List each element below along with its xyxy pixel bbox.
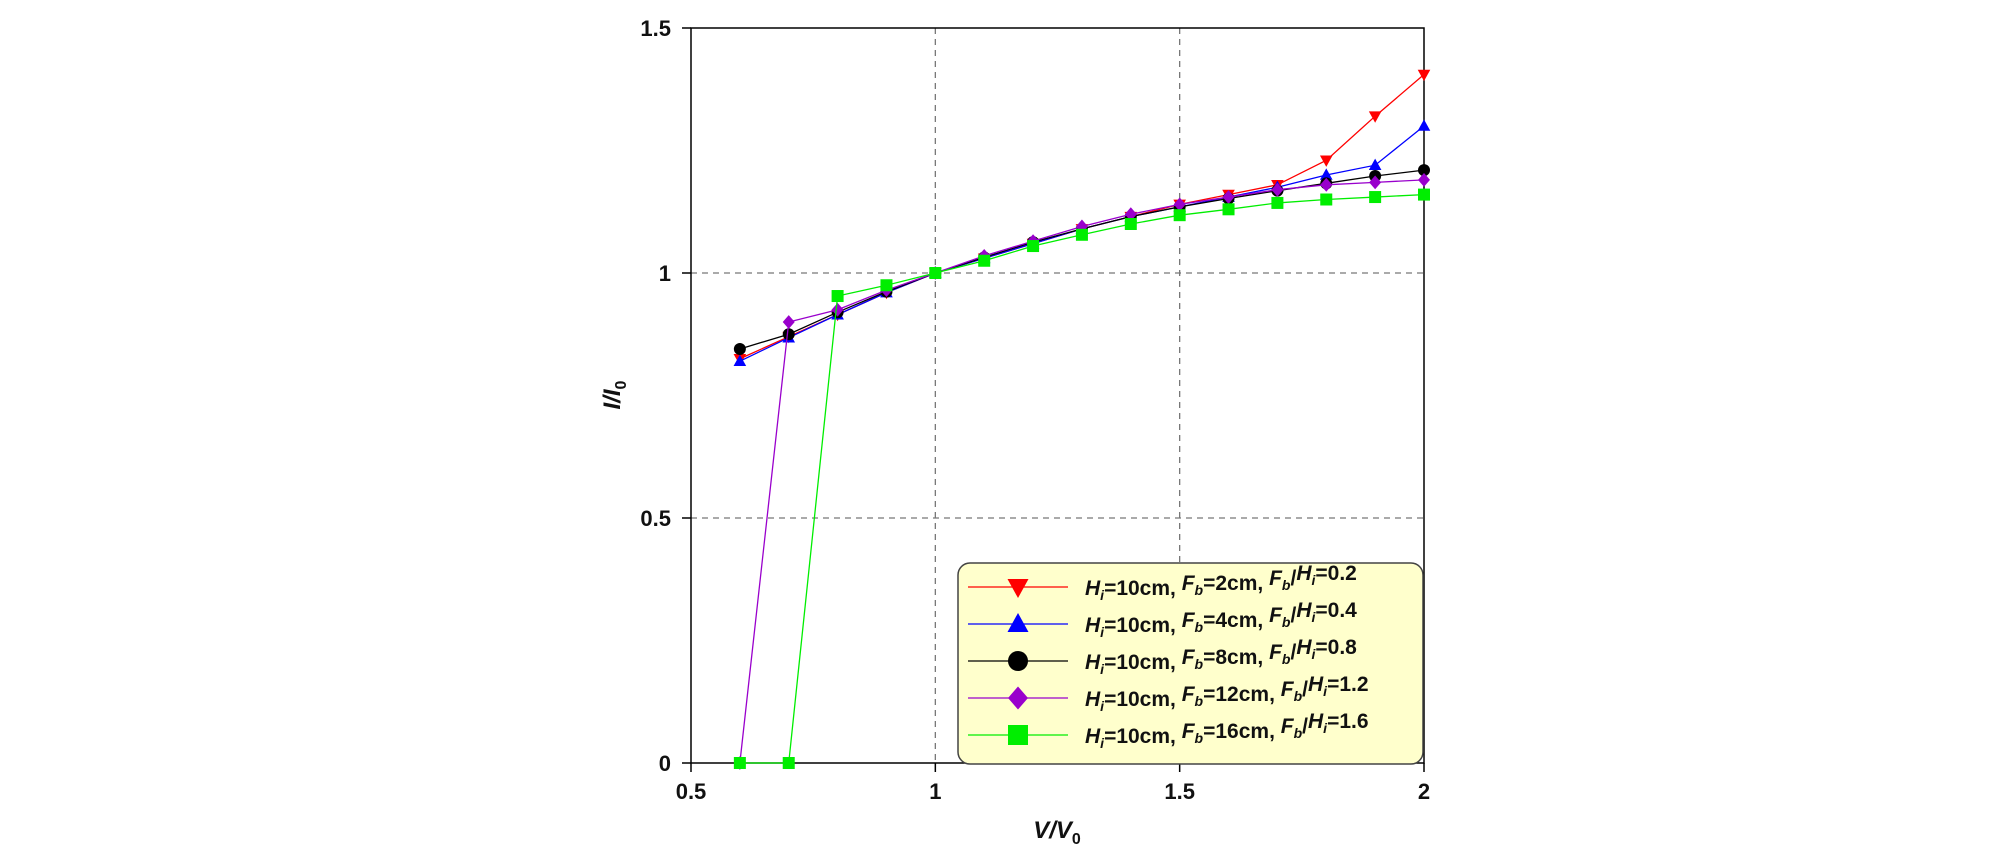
data-point: [1418, 173, 1430, 187]
legend-label: Hi=10cm, Fb=12cm, Fb/Hi=1.2: [1085, 673, 1369, 714]
data-point: [978, 254, 991, 267]
series-5: [733, 188, 1430, 769]
legend-marker: [1008, 686, 1028, 710]
legend-label: Hi=10cm, Fb=8cm, Fb/Hi=0.8: [1085, 636, 1357, 677]
data-point: [1319, 168, 1333, 180]
data-point: [1320, 193, 1333, 206]
legend-label: Hi=10cm, Fb=4cm, Fb/Hi=0.4: [1085, 599, 1357, 640]
y-tick-label: 0.5: [640, 506, 671, 531]
data-point: [1027, 240, 1040, 253]
legend-label: Hi=10cm, Fb=2cm, Fb/Hi=0.2: [1085, 562, 1357, 603]
x-tick-label: 0.5: [676, 779, 707, 804]
y-tick-label: 1: [659, 261, 671, 286]
data-point: [782, 757, 795, 769]
series-1: [733, 69, 1431, 366]
grid-lines: [691, 28, 1424, 763]
legend-marker: [1008, 651, 1028, 671]
data-point: [1418, 164, 1430, 177]
data-point: [1368, 111, 1382, 123]
data-point: [1271, 182, 1284, 197]
legend-entry: Hi=10cm, Fb=16cm, Fb/Hi=1.6: [968, 710, 1369, 751]
series-line: [739, 125, 1425, 362]
data-point: [1417, 69, 1431, 82]
legend-marker: [1007, 613, 1029, 632]
data-point: [1369, 175, 1382, 190]
y-tick-label: 1.5: [640, 16, 671, 41]
x-tick-label: 1.5: [1164, 779, 1195, 804]
legend-box: [957, 562, 1424, 765]
data-point: [1173, 197, 1186, 212]
legend-label: Hi=10cm, Fb=16cm, Fb/Hi=1.6: [1085, 710, 1369, 751]
data-point: [733, 757, 746, 769]
data-point: [782, 315, 795, 329]
data-point: [1320, 177, 1333, 192]
data-point: [1124, 207, 1137, 222]
legend: Hi=10cm, Fb=2cm, Fb/Hi=0.2Hi=10cm, Fb=4c…: [957, 562, 1424, 765]
series-line: [739, 74, 1425, 360]
data-point: [1222, 190, 1235, 204]
data-point: [1075, 219, 1088, 234]
data-point: [1222, 203, 1235, 216]
data-point: [1319, 155, 1333, 167]
x-tick-label: 2: [1418, 779, 1430, 804]
data-point: [831, 290, 844, 303]
data-point: [880, 279, 893, 292]
data-point: [1271, 196, 1284, 209]
y-axis-title: I/I0: [599, 380, 630, 409]
data-point: [1124, 218, 1137, 230]
data-point: [831, 302, 844, 317]
data-point: [1173, 209, 1186, 222]
legend-entries: Hi=10cm, Fb=2cm, Fb/Hi=0.2Hi=10cm, Fb=4c…: [968, 562, 1369, 751]
legend-entry: Hi=10cm, Fb=2cm, Fb/Hi=0.2: [968, 562, 1357, 603]
data-point: [733, 342, 746, 355]
axis-ticks: 0.5 1 1.5 200.511.5: [640, 16, 1430, 804]
x-axis-title: V/V0: [1033, 817, 1081, 848]
data-point: [782, 328, 795, 341]
data-point: [733, 354, 747, 366]
data-series: [733, 69, 1431, 770]
legend-marker: [1008, 725, 1028, 745]
y-tick-label: 0: [659, 751, 671, 776]
legend-entry: Hi=10cm, Fb=12cm, Fb/Hi=1.2: [968, 673, 1369, 714]
legend-entry: Hi=10cm, Fb=8cm, Fb/Hi=0.8: [968, 636, 1357, 677]
legend-entry: Hi=10cm, Fb=4cm, Fb/Hi=0.4: [968, 599, 1357, 640]
data-point: [929, 267, 942, 279]
data-point: [1417, 119, 1431, 131]
data-point: [1418, 188, 1430, 201]
data-point: [1075, 228, 1088, 241]
x-tick-label: 1: [929, 779, 941, 804]
data-point: [1368, 158, 1382, 170]
data-point: [1369, 191, 1382, 204]
legend-marker: [1007, 579, 1029, 598]
series-3: [733, 164, 1430, 355]
